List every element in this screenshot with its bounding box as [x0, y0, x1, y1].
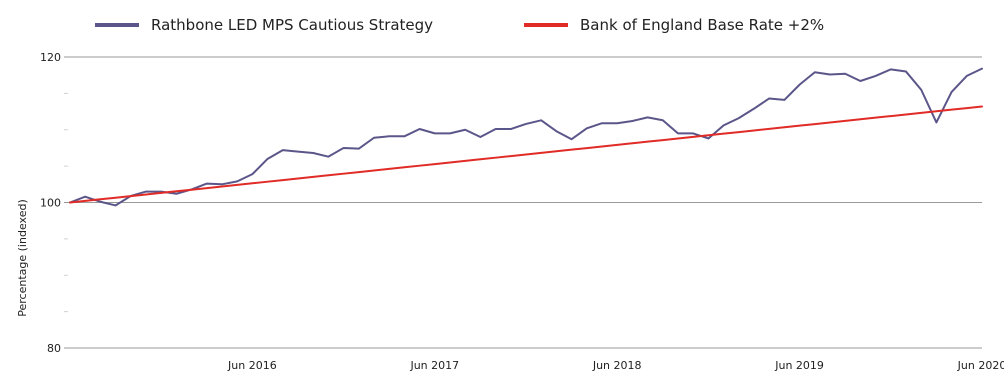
legend-item-boe: Bank of England Base Rate +2% [524, 16, 824, 34]
y-axis-title: Percentage (indexed) [16, 199, 29, 316]
x-axis: Jun 2016 Jun 2017 Jun 2018 Jun 2019 Jun 2020 [227, 359, 1004, 371]
legend-label-rathbone: Rathbone LED MPS Cautious Strategy [151, 16, 433, 34]
x-tick-label-3: Jun 2019 [774, 359, 824, 371]
series-line-boe [69, 105, 983, 204]
x-tick-label-0: Jun 2016 [227, 359, 277, 371]
y-axis: 80 100 120 [40, 51, 68, 355]
y-tick-label-100: 100 [40, 197, 61, 210]
gridlines [64, 56, 982, 349]
legend: Rathbone LED MPS Cautious Strategy Bank … [95, 16, 824, 34]
series [69, 67, 983, 207]
x-tick-label-4: Jun 2020 [957, 359, 1004, 371]
x-tick-label-2: Jun 2018 [592, 359, 642, 371]
legend-label-boe: Bank of England Base Rate +2% [580, 16, 824, 34]
legend-item-rathbone: Rathbone LED MPS Cautious Strategy [95, 16, 433, 34]
y-tick-label-120: 120 [40, 51, 61, 64]
series-line-rathbone [69, 67, 983, 207]
x-tick-label-1: Jun 2017 [409, 359, 459, 371]
y-tick-label-80: 80 [47, 342, 61, 355]
